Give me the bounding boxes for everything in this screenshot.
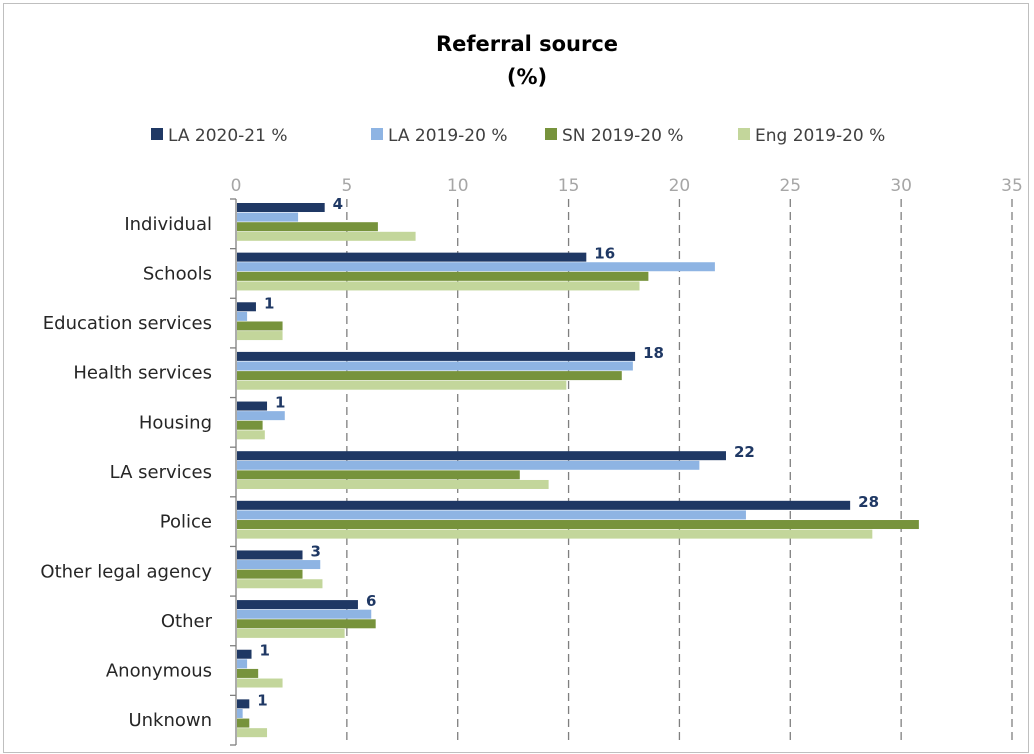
chart-frame: Referral source (%) LA 2020-21 % LA 2019-… (3, 3, 1029, 753)
bar-la-services-eng-2019-20 (237, 479, 549, 489)
bar-unknown-la-2019-20 (237, 708, 243, 718)
category-label-schools: Schools (143, 263, 212, 284)
bar-other-sn-2019-20 (237, 619, 376, 629)
data-label-education-services: 1 (264, 294, 274, 312)
bar-schools-eng-2019-20 (237, 281, 640, 291)
x-tick-label: 15 (558, 176, 580, 196)
data-label-health-services: 18 (643, 344, 664, 362)
bar-police-sn-2019-20 (237, 520, 919, 530)
bar-police-la-2019-20 (237, 510, 746, 520)
x-tick-label: 25 (779, 176, 801, 196)
bar-anonymous-la-2019-20 (237, 659, 248, 669)
chart-title: Referral source (436, 32, 618, 56)
bar-la-services-sn-2019-20 (237, 470, 520, 480)
bar-education-services-eng-2019-20 (237, 331, 283, 341)
category-label-health-services: Health services (73, 363, 212, 384)
bar-schools-sn-2019-20 (237, 271, 649, 281)
data-labels: 4 16 1 18 1 22 28 3 6 1 1 (257, 195, 879, 709)
data-label-housing: 1 (275, 394, 285, 412)
bar-chart: Referral source (%) LA 2020-21 % LA 2019-… (40, 32, 1023, 746)
legend-label: SN 2019-20 % (562, 126, 684, 146)
chart-subtitle: (%) (507, 65, 547, 89)
bar-individual-eng-2019-20 (237, 231, 416, 241)
legend-item-la-2019-20: LA 2019-20 % (371, 126, 507, 146)
bar-health-services-sn-2019-20 (237, 371, 622, 381)
data-label-la-services: 22 (734, 443, 755, 461)
legend-swatch (545, 128, 557, 140)
bar-health-services-eng-2019-20 (237, 380, 567, 390)
bar-unknown-eng-2019-20 (237, 728, 268, 738)
y-axis (230, 198, 237, 746)
bar-education-services-la-2020-21 (237, 302, 256, 312)
data-label-schools: 16 (594, 245, 615, 263)
bar-individual-sn-2019-20 (237, 222, 378, 232)
legend-label: Eng 2019-20 % (755, 126, 885, 146)
x-tick-label: 35 (1001, 176, 1023, 196)
bar-anonymous-sn-2019-20 (237, 668, 259, 678)
bar-other-la-2019-20 (237, 609, 372, 619)
bar-other-legal-agency-eng-2019-20 (237, 579, 323, 589)
bar-housing-eng-2019-20 (237, 430, 265, 440)
bar-police-la-2020-21 (237, 500, 851, 510)
category-label-other-legal-agency: Other legal agency (40, 561, 212, 582)
x-tick-label: 0 (231, 176, 242, 196)
legend-item-sn-2019-20: SN 2019-20 % (545, 126, 684, 146)
category-label-anonymous: Anonymous (106, 661, 212, 682)
category-label-education-services: Education services (43, 313, 212, 334)
bar-police-eng-2019-20 (237, 529, 873, 539)
legend-item-eng-2019-20: Eng 2019-20 % (738, 126, 885, 146)
legend-swatch (738, 128, 750, 140)
y-axis-categories: Individual Schools Education services Healt… (40, 214, 212, 731)
bar-individual-la-2019-20 (237, 212, 299, 222)
bars (237, 203, 919, 738)
bar-unknown-sn-2019-20 (237, 718, 250, 728)
legend-swatch (371, 128, 383, 140)
bar-education-services-sn-2019-20 (237, 321, 283, 331)
bar-health-services-la-2020-21 (237, 351, 636, 361)
category-label-other: Other (161, 611, 213, 632)
x-tick-label: 20 (669, 176, 691, 196)
bar-schools-la-2020-21 (237, 252, 587, 262)
data-label-individual: 4 (333, 195, 343, 213)
bar-other-legal-agency-la-2020-21 (237, 550, 303, 560)
bar-other-la-2020-21 (237, 600, 358, 610)
category-label-individual: Individual (124, 214, 212, 235)
bar-individual-la-2020-21 (237, 203, 325, 212)
data-label-other-legal-agency: 3 (311, 542, 321, 560)
legend-label: LA 2020-21 % (168, 126, 287, 146)
category-label-police: Police (160, 512, 212, 533)
bar-other-legal-agency-sn-2019-20 (237, 569, 303, 579)
bar-education-services-la-2019-20 (237, 311, 248, 321)
bar-la-services-la-2020-21 (237, 451, 726, 461)
legend: LA 2020-21 % LA 2019-20 % SN 2019-20 % Eng … (151, 126, 885, 146)
x-tick-label: 30 (890, 176, 912, 196)
bar-other-legal-agency-la-2019-20 (237, 560, 321, 570)
bar-la-services-la-2019-20 (237, 460, 700, 470)
category-label-housing: Housing (139, 412, 212, 433)
data-label-other: 6 (366, 592, 376, 610)
bar-anonymous-la-2020-21 (237, 649, 252, 659)
bar-other-eng-2019-20 (237, 628, 345, 638)
bar-housing-sn-2019-20 (237, 420, 263, 430)
bar-housing-la-2020-21 (237, 401, 268, 411)
x-axis-ticks: 0 5 10 15 20 25 30 35 (231, 176, 1023, 196)
x-tick-label: 10 (447, 176, 469, 196)
data-label-anonymous: 1 (260, 642, 270, 660)
category-label-unknown: Unknown (128, 710, 212, 731)
bar-unknown-la-2020-21 (237, 699, 250, 709)
legend-item-la-2020-21: LA 2020-21 % (151, 126, 287, 146)
data-label-police: 28 (858, 493, 879, 511)
legend-swatch (151, 128, 163, 140)
x-tick-label: 5 (341, 176, 352, 196)
legend-label: LA 2019-20 % (388, 126, 507, 146)
data-label-unknown: 1 (257, 691, 267, 709)
bar-housing-la-2019-20 (237, 411, 285, 421)
bar-anonymous-eng-2019-20 (237, 678, 283, 688)
category-label-la-services: LA services (110, 462, 212, 483)
bar-schools-la-2019-20 (237, 262, 715, 272)
bar-health-services-la-2019-20 (237, 361, 633, 371)
